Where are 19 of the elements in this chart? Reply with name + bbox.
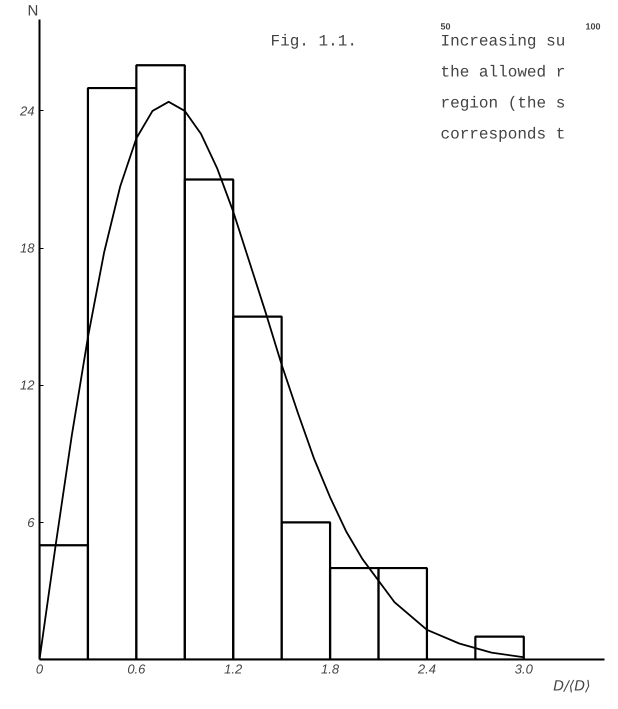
annotation: 50: [440, 22, 451, 32]
annotation: region (the s: [440, 94, 566, 112]
x-tick-label: 3.0: [514, 662, 534, 676]
y-axis-title: N: [28, 2, 38, 20]
y-tick-label: 24: [19, 103, 35, 118]
x-tick-label: 2.4: [416, 662, 436, 676]
x-tick-label: 0: [36, 662, 44, 676]
y-tick-label: 12: [20, 378, 36, 393]
y-tick-label: 18: [20, 240, 36, 256]
x-axis-title: D/⟨D⟩: [553, 678, 590, 694]
annotation: Increasing su: [440, 32, 566, 50]
text: Fig. 1.1.: [270, 32, 357, 50]
x-tick-label: 1.2: [224, 662, 244, 676]
annotation: 100: [586, 22, 601, 32]
annotation: corresponds t: [440, 126, 566, 144]
x-tick-label: 1.8: [321, 662, 340, 676]
x-tick-label: 0.6: [127, 662, 146, 676]
y-tick-label: 6: [27, 514, 36, 530]
annotation: the allowed r: [440, 64, 566, 82]
